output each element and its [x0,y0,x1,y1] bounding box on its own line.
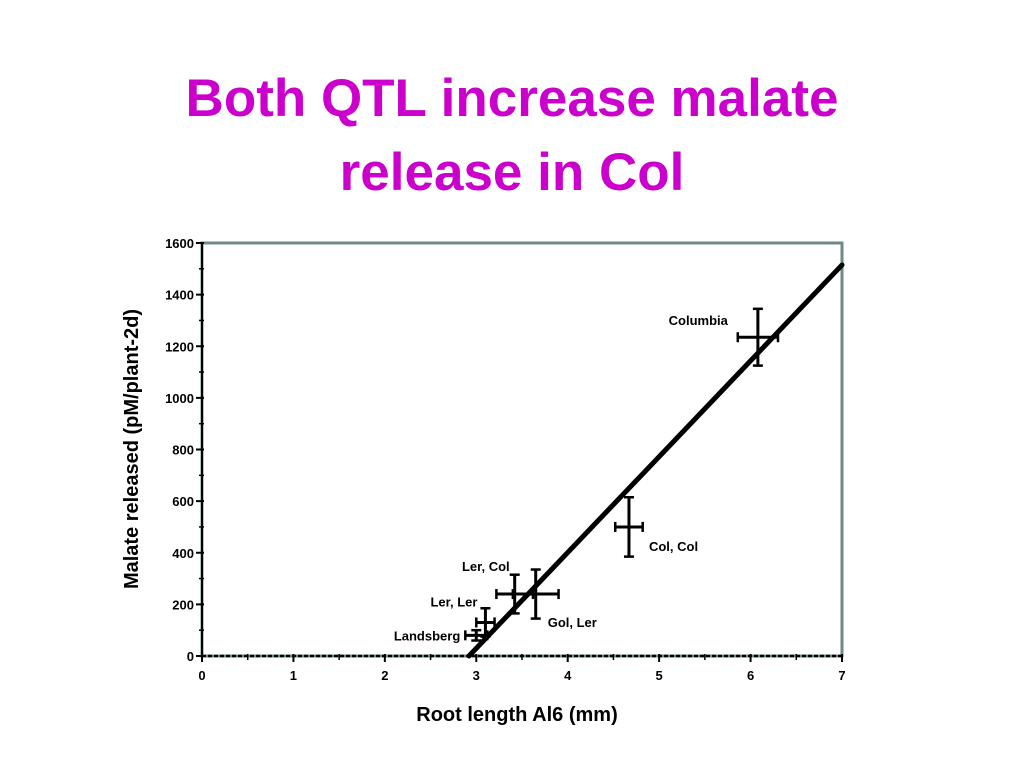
y-tick-label: 1000 [165,391,194,406]
point-label: Ler, Col [462,559,510,574]
x-axis-title: Root length Al6 (mm) [416,704,617,726]
y-tick-label: 1400 [165,288,194,303]
point-label: Ler, Ler [430,594,477,609]
y-tick-label: 400 [172,546,194,561]
data-point: Gol, Ler [511,568,597,630]
x-tick-label: 4 [564,668,572,683]
fit-line-group [466,262,845,659]
points-group: Columbia Col, Col Ler, Col Gol, Ler Ler, Ler… [394,307,780,643]
y-tick-label: 0 [187,649,194,664]
x-tick-label: 6 [747,668,754,683]
regression-line [466,262,845,659]
x-tick-label: 3 [473,668,480,683]
y-tick-label: 1600 [165,236,194,251]
point-label: Col, Col [649,539,698,554]
x-tick-label: 0 [198,668,205,683]
point-label: Gol, Ler [548,615,597,630]
y-tick-label: 1200 [165,339,194,354]
title-line-1: Both QTL increase malate [185,69,839,128]
point-label: Landsberg [394,628,461,643]
x-tick-label: 5 [656,668,663,683]
data-point: Col, Col [614,496,698,558]
y-tick-label: 600 [172,494,194,509]
y-tick-label: 200 [172,597,194,612]
point-label: Columbia [669,313,729,328]
title-line-2: release in Col [339,143,685,202]
data-point: Landsberg [394,628,489,643]
x-tick-label: 7 [838,668,845,683]
y-tick-label: 800 [172,443,194,458]
x-tick-label: 1 [290,668,297,683]
axes-group: 0 200 400 600 800 1000 1200 1400 1600 0 1 2 3 4 5 6 7 [165,236,846,683]
slide-title: Both QTL increase malate release in Col [0,62,1024,210]
data-point: Columbia [669,307,780,367]
y-axis-title: Malate released (pM/plant-2d) [121,309,143,589]
x-tick-label: 2 [381,668,388,683]
